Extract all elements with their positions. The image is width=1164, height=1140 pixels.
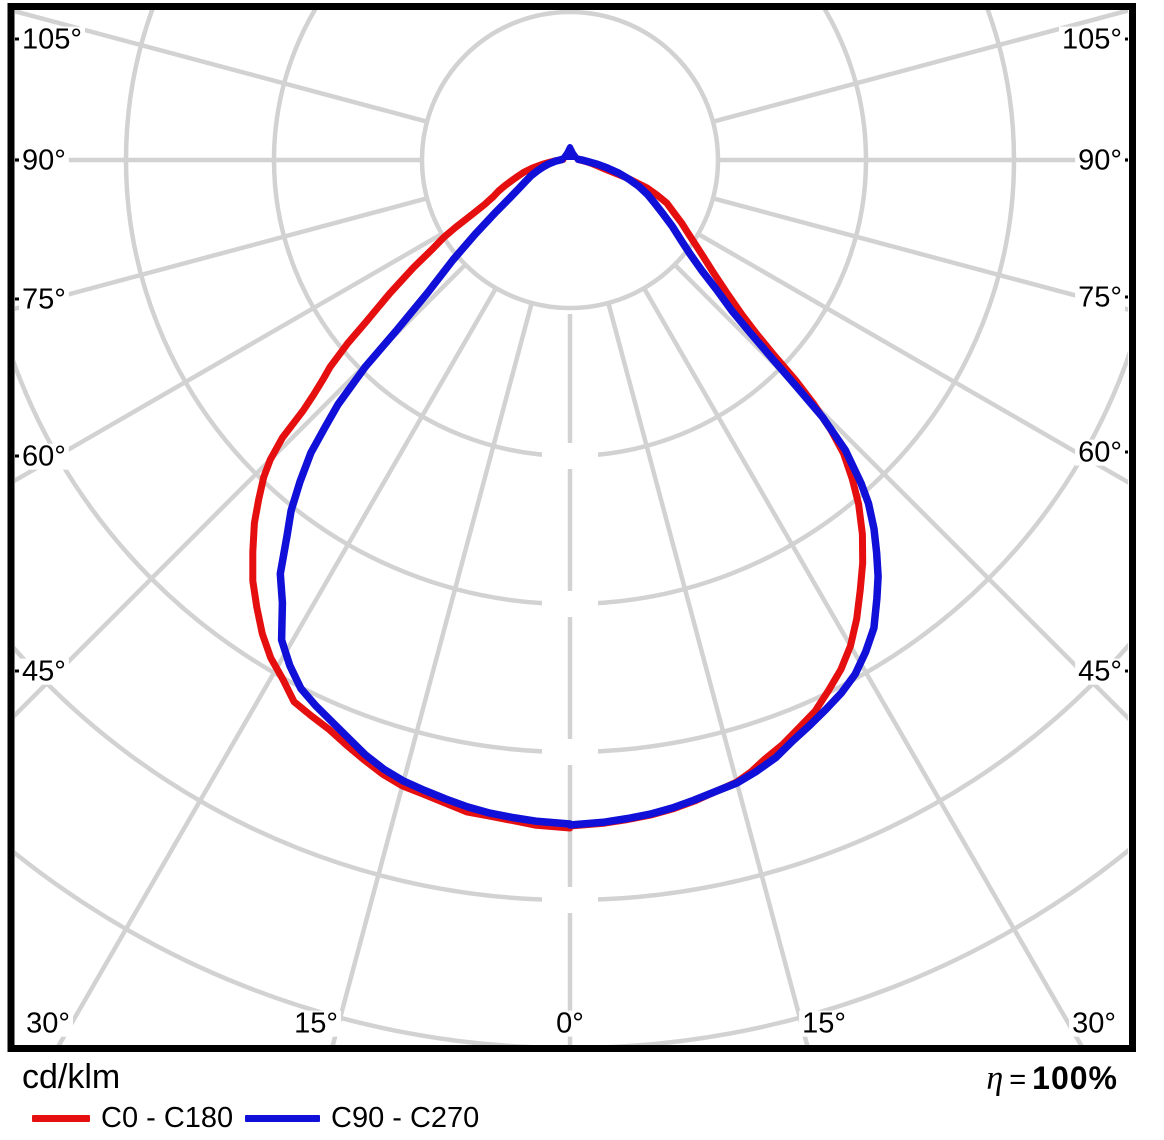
- grid-radial-line: [15, 196, 426, 312]
- angle-label-bg: [1069, 1010, 1119, 1037]
- grid-radial-line: [714, 10, 1128, 124]
- grid-ring: [15, 350, 1128, 755]
- eta-symbol: η: [986, 1060, 1004, 1097]
- grid-radial-line: [674, 264, 1128, 722]
- angle-label: 15°: [294, 1008, 338, 1040]
- curve-c0-c180: [249, 155, 867, 832]
- plot-frame: [7, 3, 1136, 1052]
- angle-label-bg: [291, 1010, 341, 1037]
- angle-label-bg: [19, 286, 69, 313]
- legend: C0 - C180 C90 - C270: [0, 1100, 1164, 1136]
- intensity-curves: [249, 144, 882, 832]
- angle-label: 30°: [26, 1008, 70, 1040]
- legend-item-c0-c180: C0 - C180: [32, 1100, 233, 1136]
- angle-label: 75°: [22, 284, 66, 316]
- eta-equals: =: [1009, 1064, 1027, 1096]
- grid-radial-line: [606, 304, 810, 1045]
- angle-label: 30°: [1072, 1008, 1116, 1040]
- grid-ring: [419, 10, 721, 311]
- angle-label-bg: [553, 1010, 587, 1037]
- angle-label: 75°: [1078, 282, 1122, 314]
- angle-label-bg: [19, 147, 69, 174]
- curve-c90-c270: [276, 155, 882, 829]
- angle-label-bg: [1075, 284, 1125, 311]
- ring-label-gap: [542, 739, 598, 765]
- angle-label: 45°: [22, 656, 66, 688]
- angle-label-bg: [19, 658, 69, 685]
- angle-label: 0°: [556, 1008, 584, 1040]
- angle-label: 90°: [22, 145, 66, 177]
- grid-radial-line: [714, 196, 1128, 312]
- angle-label-bg: [19, 26, 85, 53]
- radial-unit-label: cd/klm: [22, 1058, 121, 1096]
- grid-radial-line: [56, 288, 497, 1045]
- angle-label-bg: [23, 1010, 73, 1037]
- angle-label-bg: [1075, 147, 1125, 174]
- grid-radial-line: [15, 233, 442, 484]
- angle-label: 45°: [1078, 656, 1122, 688]
- legend-label-c0-c180: C0 - C180: [101, 1101, 234, 1134]
- angle-label-bg: [1075, 439, 1125, 466]
- legend-label-c90-c270: C90 - C270: [331, 1101, 480, 1134]
- grid-radial-line: [15, 264, 466, 719]
- angle-label-bg: [19, 443, 69, 470]
- angle-label-bg: [799, 1010, 849, 1037]
- ring-label-gap: [542, 591, 598, 617]
- grid-radial-line: [643, 288, 1084, 1045]
- grid-radial-line: [330, 304, 534, 1045]
- c0-c180-line-swatch: [32, 1114, 90, 1122]
- c90-c270-line-swatch: [245, 1114, 320, 1122]
- angle-label-bg: [1059, 26, 1125, 53]
- ring-label-gap: [542, 443, 598, 469]
- angle-label: 90°: [1078, 145, 1122, 177]
- grid-radial-line: [15, 10, 426, 124]
- angle-label: 60°: [22, 441, 66, 473]
- angle-label-bg: [1075, 658, 1125, 685]
- angle-label: 60°: [1078, 437, 1122, 469]
- apex-spike: [559, 144, 581, 163]
- angle-label: 105°: [1062, 24, 1122, 56]
- light-output-ratio: η = 100%: [986, 1060, 1118, 1098]
- angle-label: 15°: [802, 1008, 846, 1040]
- angle-label: 105°: [22, 24, 82, 56]
- ring-label-gap: [542, 887, 598, 913]
- grid-radial-line: [698, 233, 1128, 485]
- angle-labels: 105° 90° 75° 60° 45° 105° 90° 75° 60° 45° 30° 15° 0°…: [19, 24, 1125, 1040]
- legend-item-c90-c270: C90 - C270: [245, 1100, 479, 1136]
- eta-value: 100%: [1032, 1060, 1118, 1096]
